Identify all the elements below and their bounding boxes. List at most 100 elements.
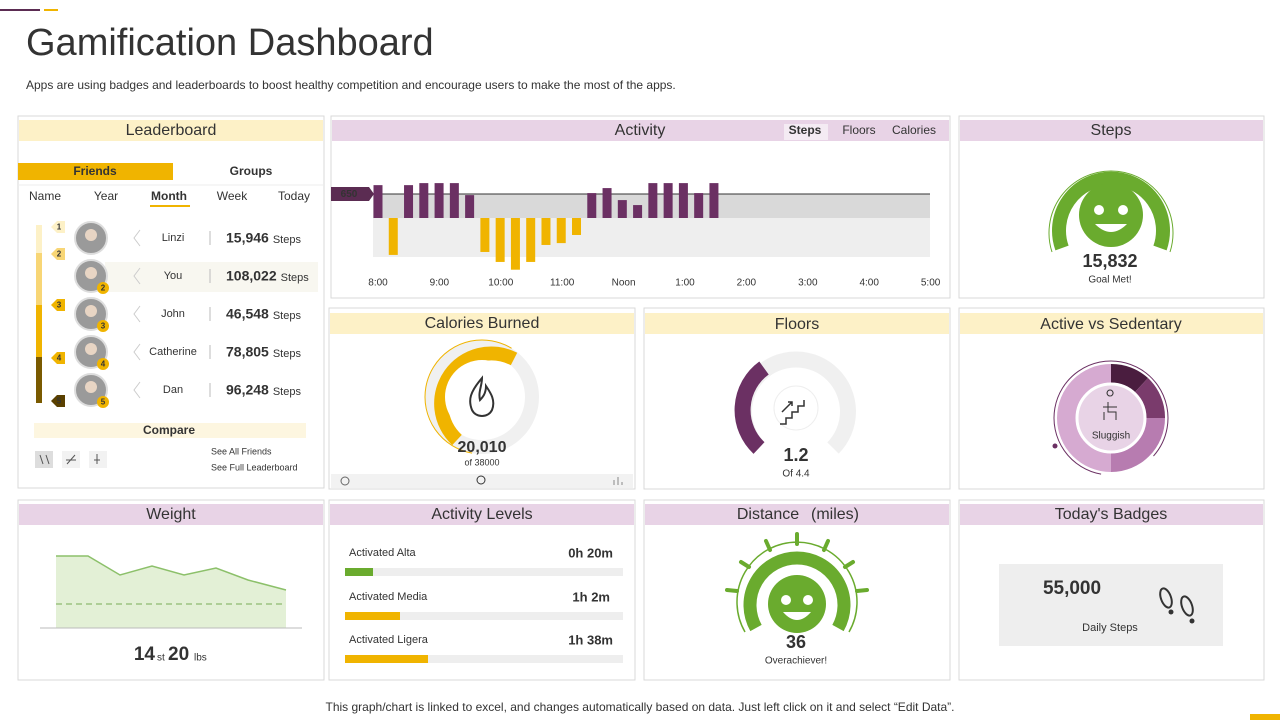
activity-bar	[495, 218, 505, 262]
tab-active[interactable]	[18, 163, 173, 180]
panel-title: Distance	[737, 506, 799, 523]
smile	[783, 612, 811, 620]
rank-marker	[51, 299, 65, 311]
tool-icon[interactable]	[613, 477, 623, 485]
panel-header	[330, 313, 634, 334]
activity-bar	[419, 183, 429, 218]
friend-steps: 108,022	[226, 268, 277, 284]
friend-steps: 96,248	[226, 382, 269, 398]
avatar-badge	[97, 320, 109, 332]
x-tick-label: 10:00	[488, 278, 513, 289]
period[interactable]: Name	[29, 189, 61, 203]
tab[interactable]: Groups	[230, 164, 273, 178]
footprint	[1180, 595, 1194, 617]
level-fill	[345, 612, 400, 620]
icon-glyph	[39, 454, 100, 465]
panel-header	[960, 120, 1263, 141]
avatar-face	[85, 267, 97, 279]
calories-caption: of 38000	[464, 457, 499, 467]
x-tick-label: 4:00	[859, 278, 879, 289]
gauge-outline	[736, 541, 858, 633]
weight-stones: 14	[134, 644, 156, 665]
sitting-icon	[1103, 389, 1117, 420]
tool-icon[interactable]	[340, 476, 350, 486]
donut-outline	[1053, 360, 1169, 476]
rank-marker	[51, 248, 65, 260]
activity-bar	[465, 195, 475, 218]
rank: 1	[57, 223, 62, 232]
friend-steps: 15,946	[226, 230, 269, 246]
x-tick-label: 9:00	[430, 278, 450, 289]
chevron	[133, 343, 141, 361]
period[interactable]: Today	[278, 189, 310, 203]
gauge-track	[425, 340, 539, 454]
friend-steps: 46,548	[226, 306, 269, 322]
panel-header	[19, 120, 323, 141]
face	[768, 575, 826, 633]
period[interactable]: Week	[217, 189, 248, 203]
avatar-face	[85, 343, 97, 355]
compare-icon[interactable]	[35, 451, 53, 468]
weight-unit: lbs	[194, 653, 207, 664]
tab[interactable]: Calories	[892, 123, 936, 137]
level-track	[345, 655, 623, 663]
rank: 4	[57, 354, 62, 363]
activity-bar	[587, 193, 597, 218]
level-value: 0h 20m	[568, 545, 613, 560]
avatar-rank: 3	[101, 322, 106, 331]
panel-title: Floors	[775, 316, 819, 333]
band	[373, 218, 930, 257]
gauge-arc	[1052, 171, 1170, 251]
link[interactable]: See Full Leaderboard	[211, 462, 298, 472]
chevron	[133, 267, 141, 285]
activity-bar	[694, 193, 704, 218]
reference-label: 650	[341, 189, 358, 200]
activity-bar	[678, 183, 688, 218]
toolbar	[331, 474, 633, 488]
eye	[803, 595, 813, 605]
floors-value: 1.2	[783, 445, 808, 465]
tool-icon[interactable]	[476, 475, 486, 485]
rank-marker	[51, 221, 65, 233]
activity-bar	[388, 218, 398, 255]
panel-title: Steps	[1091, 122, 1132, 139]
x-tick-label: 8:00	[368, 278, 388, 289]
activity-bar	[617, 200, 627, 218]
distance-value: 36	[786, 632, 806, 652]
gauge-outline	[1048, 170, 1174, 253]
weight-chart: 14 st 20 lbs	[40, 555, 302, 665]
tab-active[interactable]	[784, 124, 828, 140]
tab[interactable]: Steps	[789, 123, 822, 137]
badge-caption: Daily Steps	[1082, 622, 1138, 634]
footprint	[1189, 618, 1195, 624]
smile	[1095, 224, 1127, 232]
leaderboard: Friends Groups Compare See All Friends S…	[18, 163, 323, 472]
panel-header	[960, 504, 1263, 525]
avatar-rank: 5	[101, 398, 106, 407]
compare-band	[34, 423, 306, 438]
activity-bar	[602, 188, 612, 218]
activity-bar	[572, 218, 582, 235]
panel-title: Today's Badges	[1055, 506, 1167, 523]
tab[interactable]: Floors	[842, 123, 875, 137]
row-highlight	[105, 262, 318, 292]
donut-center	[1075, 382, 1147, 454]
eye	[1094, 205, 1104, 215]
period[interactable]: Year	[94, 189, 118, 203]
rank-bar	[36, 357, 42, 403]
weight-line	[56, 555, 287, 591]
panel-title: Active vs Sedentary	[1040, 316, 1181, 333]
tab[interactable]: Friends	[73, 164, 117, 178]
level-value: 1h 2m	[572, 589, 610, 604]
avatar-badge	[97, 396, 109, 408]
badge-card	[999, 564, 1223, 646]
chevron	[133, 381, 141, 399]
panel-header	[330, 504, 634, 525]
panel-title: Weight	[146, 506, 196, 523]
level-fill	[345, 568, 373, 576]
link[interactable]: See All Friends	[211, 446, 272, 456]
steps-caption: Goal Met!	[1088, 275, 1131, 286]
gauge-arc	[743, 551, 851, 632]
x-tick-label: 1:00	[675, 278, 695, 289]
period[interactable]: Month	[151, 189, 187, 203]
